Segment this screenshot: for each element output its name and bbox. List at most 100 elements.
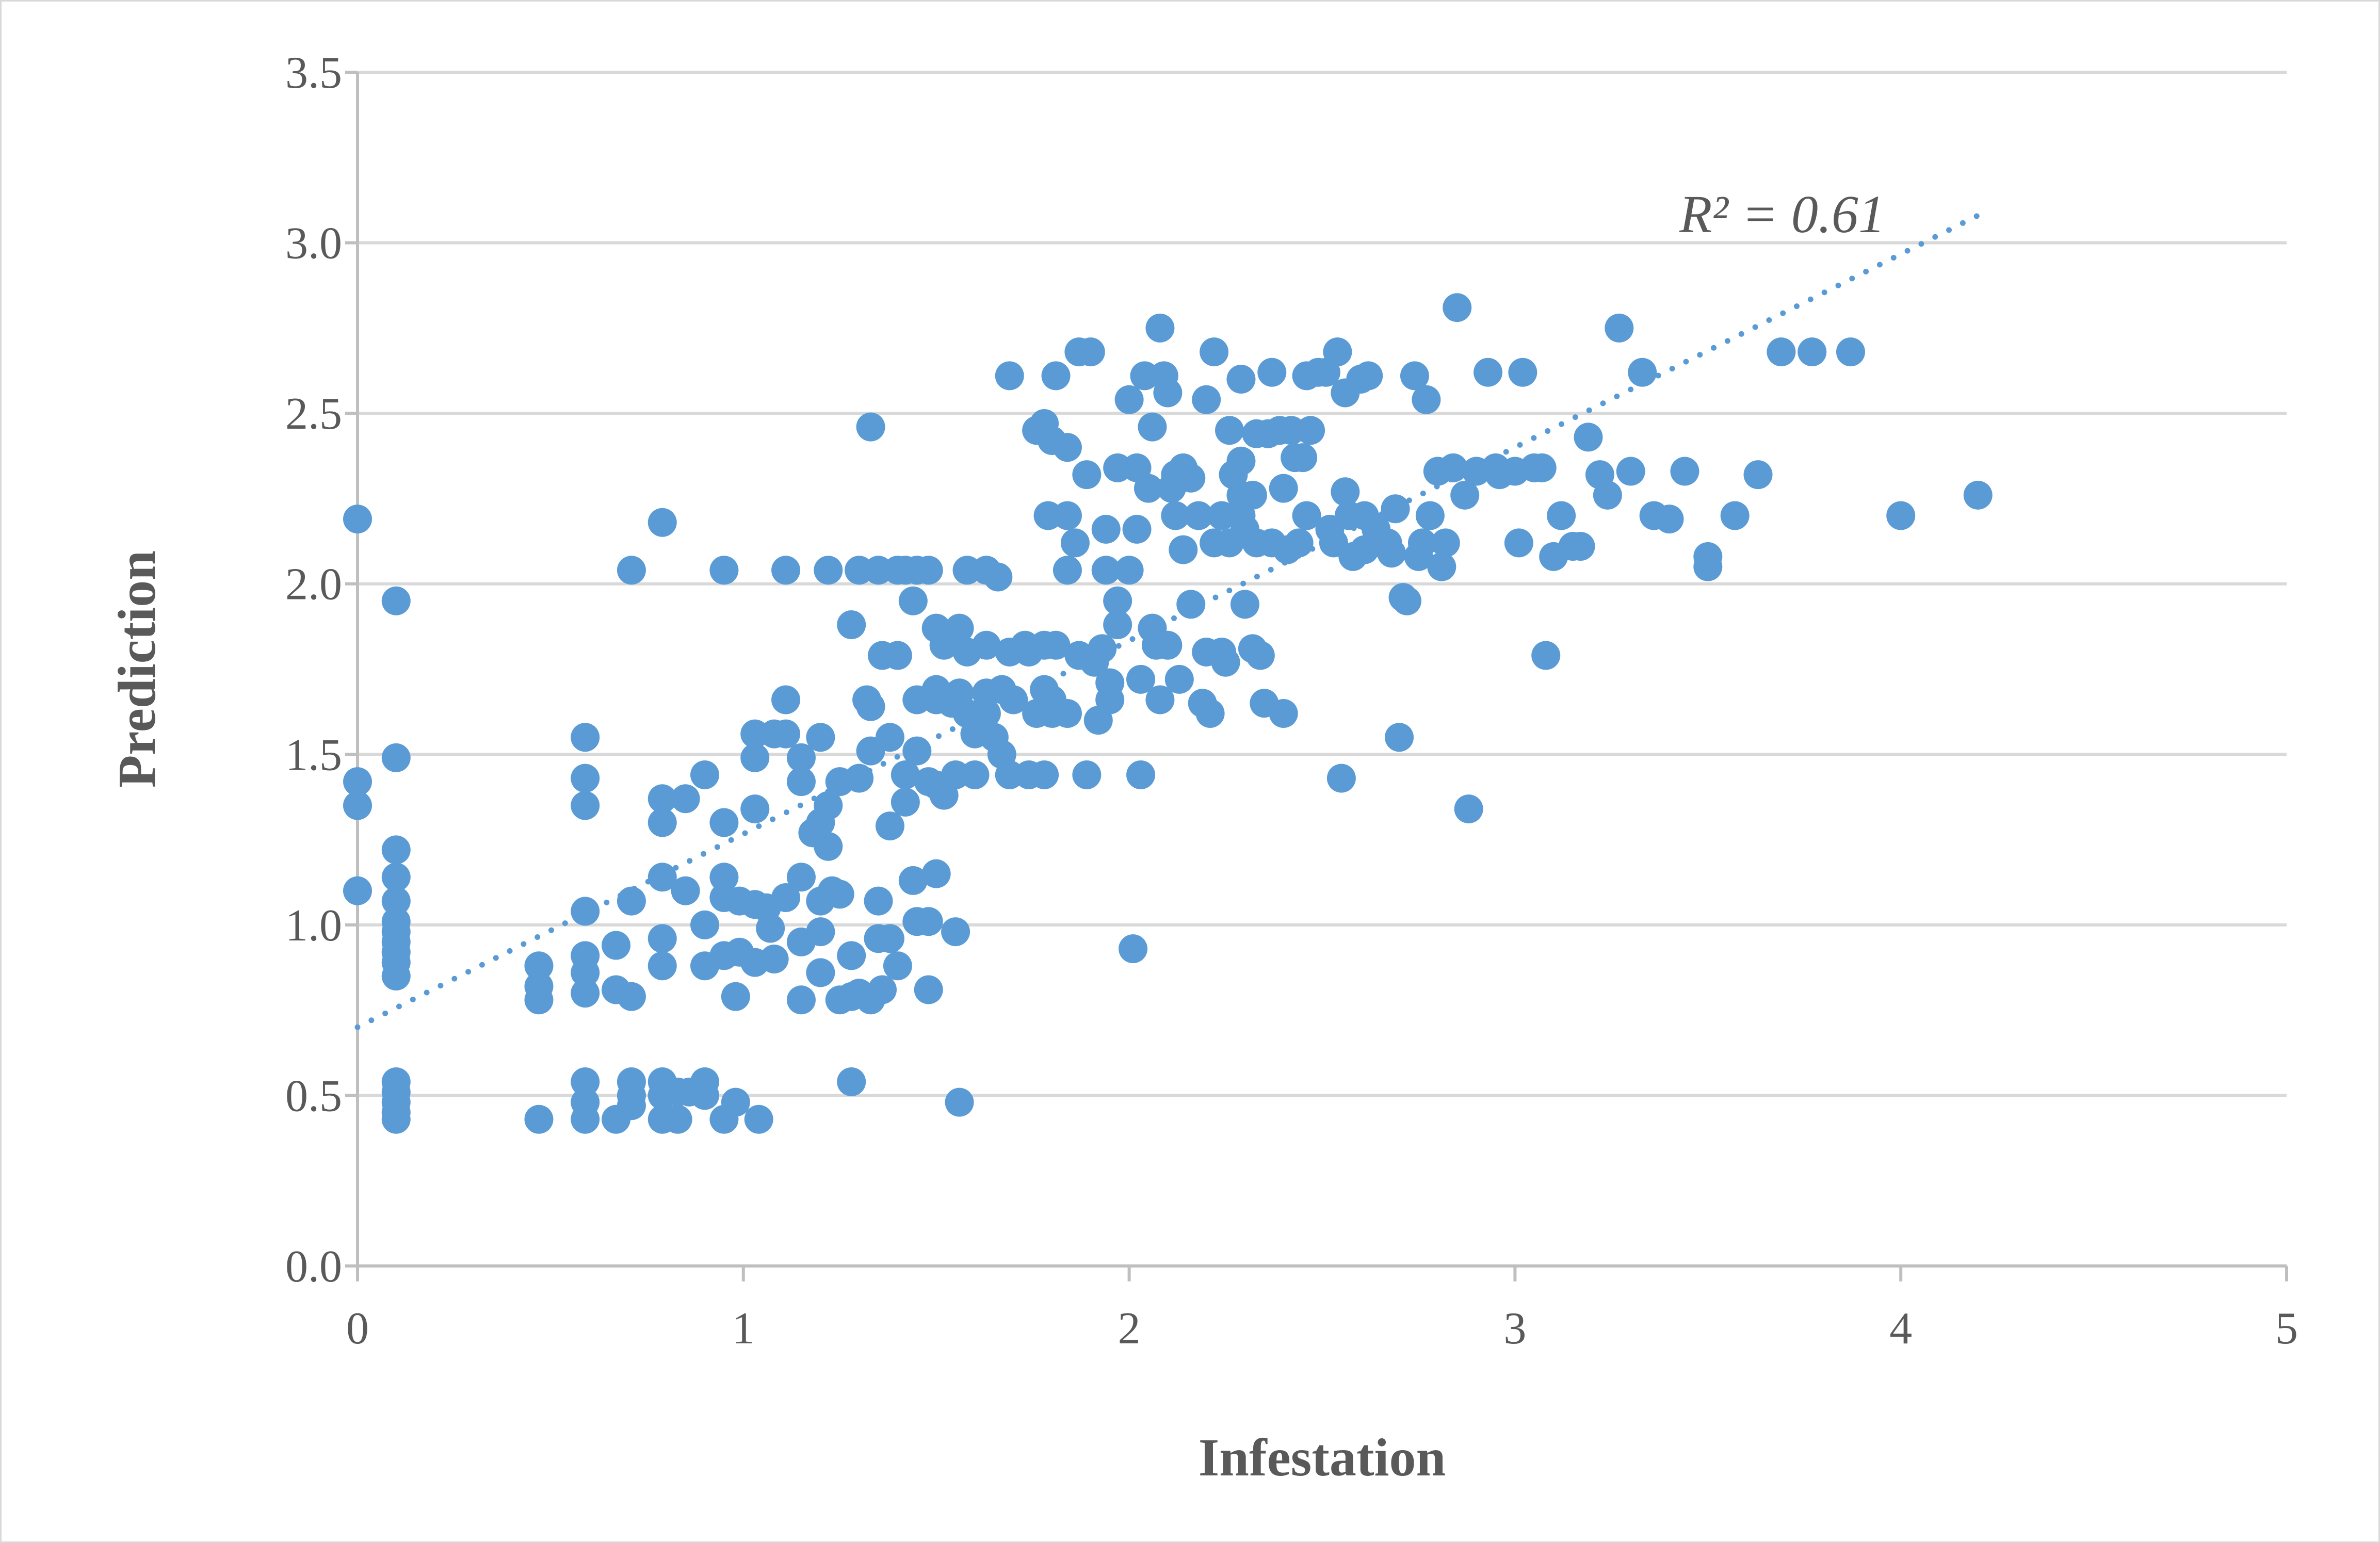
data-point [1053, 699, 1082, 728]
data-point [709, 863, 739, 892]
data-point [1200, 337, 1229, 367]
data-point [1226, 365, 1256, 394]
data-point [1176, 590, 1206, 619]
data-point [875, 924, 904, 953]
x-tick-labels: 0 1 2 3 4 5 [346, 1304, 2298, 1354]
data-point [647, 784, 677, 814]
data-point [941, 917, 970, 947]
data-point [1169, 535, 1198, 564]
data-point [771, 719, 801, 749]
y-tick-label: 3.5 [285, 48, 342, 98]
data-point [983, 562, 1013, 592]
data-point [1527, 453, 1557, 482]
data-point [1670, 457, 1699, 486]
data-point [381, 886, 411, 916]
data-point [602, 931, 631, 960]
data-point [1091, 556, 1121, 585]
data-point [647, 863, 677, 892]
data-point [814, 832, 843, 861]
data-point [1114, 556, 1144, 585]
data-point [343, 505, 372, 534]
data-point [1153, 630, 1183, 660]
data-point [1798, 337, 1827, 367]
data-point [1060, 528, 1090, 558]
data-point [617, 556, 646, 585]
data-point [1053, 433, 1082, 462]
data-point [1605, 313, 1634, 343]
data-point [786, 767, 816, 797]
data-point [756, 914, 785, 943]
data-point [1693, 552, 1723, 581]
data-point [1122, 514, 1152, 544]
data-point [806, 917, 835, 947]
data-point [1269, 474, 1298, 503]
data-point [856, 412, 885, 442]
x-tick-label: 2 [1118, 1304, 1141, 1354]
data-point [1381, 494, 1410, 524]
data-point [740, 743, 770, 772]
data-point [1415, 501, 1445, 530]
y-tick-label: 0.0 [285, 1242, 342, 1292]
data-point [1323, 337, 1352, 367]
y-tick-labels: 0.0 0.5 1.0 1.5 2.0 2.5 3.0 3.5 [285, 48, 342, 1292]
data-point [972, 630, 1001, 660]
data-point [1238, 480, 1267, 510]
data-point [1269, 699, 1298, 728]
data-point [1377, 539, 1406, 568]
data-point [381, 835, 411, 865]
data-point [1655, 505, 1684, 534]
data-point [883, 641, 912, 670]
data-point [1531, 641, 1561, 670]
x-tick-label: 1 [732, 1304, 755, 1354]
data-point [868, 975, 897, 1004]
data-point [921, 859, 951, 888]
data-point [1103, 610, 1132, 640]
data-point [856, 692, 885, 721]
data-point [1072, 760, 1102, 789]
data-point [1438, 453, 1468, 482]
data-point [1103, 586, 1132, 615]
data-point [1164, 664, 1194, 694]
y-tick-label: 1.5 [285, 730, 342, 780]
data-points [343, 293, 1993, 1134]
data-point [744, 1105, 773, 1134]
data-point [571, 897, 600, 926]
data-point [647, 808, 677, 837]
data-point [1720, 501, 1750, 530]
data-point [1114, 385, 1144, 414]
data-point [1400, 361, 1429, 391]
data-point [1041, 630, 1071, 660]
data-point [1053, 501, 1082, 530]
data-point [571, 979, 600, 1008]
data-point [1454, 794, 1483, 824]
data-point [1427, 552, 1456, 581]
data-point [1331, 477, 1360, 507]
data-point [1257, 358, 1287, 387]
data-point [1053, 556, 1082, 585]
data-point [902, 736, 932, 766]
data-point [1184, 501, 1213, 530]
data-point [898, 866, 928, 895]
data-point [1192, 385, 1221, 414]
x-axis-title: Infestation [1199, 1428, 1446, 1487]
data-point [671, 876, 700, 905]
data-point [837, 610, 866, 640]
data-point [786, 985, 816, 1015]
data-point [972, 699, 1001, 728]
data-point [1354, 361, 1383, 391]
data-point [647, 951, 677, 981]
data-point [1508, 358, 1537, 387]
data-point [771, 685, 801, 714]
r-squared-label: R² = 0.61 [1679, 185, 1885, 244]
data-point [1230, 590, 1259, 619]
x-tick-label: 5 [2275, 1304, 2298, 1354]
data-point [1836, 337, 1865, 367]
data-point [837, 941, 866, 970]
data-point [721, 982, 750, 1011]
data-point [814, 556, 843, 585]
data-point [571, 958, 600, 987]
y-tick-label: 2.0 [285, 560, 342, 610]
data-point [1593, 480, 1622, 510]
data-point [1091, 514, 1121, 544]
data-point [1743, 460, 1773, 490]
